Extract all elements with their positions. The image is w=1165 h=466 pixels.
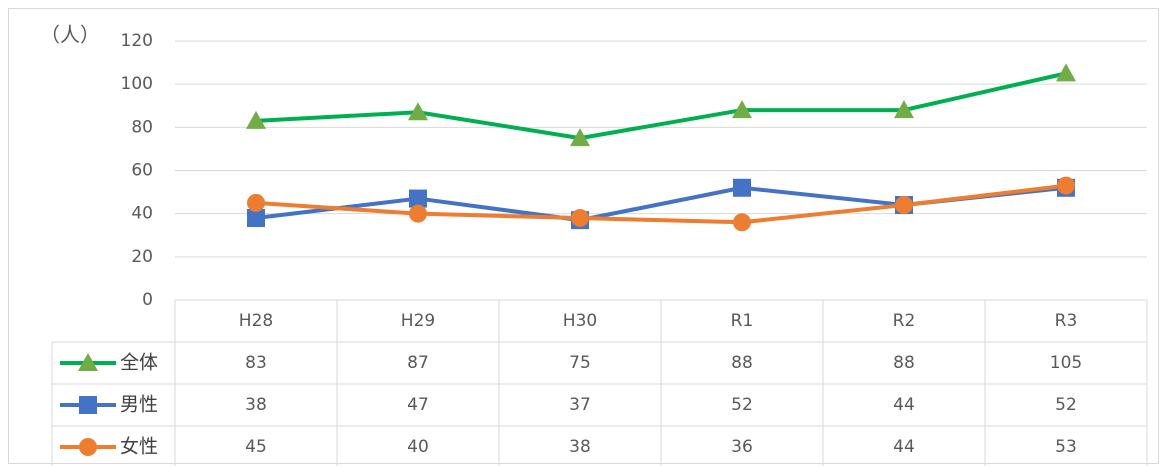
- marker: [733, 213, 751, 232]
- legend-label: 男性: [120, 394, 158, 416]
- table-value: 38: [569, 437, 591, 457]
- y-tick-label: 60: [131, 161, 153, 181]
- marker: [409, 189, 427, 208]
- marker: [408, 102, 428, 121]
- marker: [895, 196, 913, 215]
- y-axis-label: （人）: [40, 23, 100, 47]
- marker: [1056, 63, 1076, 82]
- x-tick-label: H30: [563, 311, 597, 331]
- table-value: 83: [245, 353, 267, 373]
- legend-label: 女性: [120, 436, 158, 458]
- table-value: 37: [569, 395, 591, 415]
- x-tick-label: H28: [239, 311, 273, 331]
- table-value: 44: [893, 395, 915, 415]
- marker: [570, 128, 590, 147]
- table-value: 45: [245, 437, 267, 457]
- y-tick-label: 0: [142, 290, 153, 310]
- legend-label: 全体: [120, 352, 158, 374]
- marker: [79, 438, 97, 456]
- table-value: 88: [731, 353, 753, 373]
- table-value: 88: [893, 353, 915, 373]
- marker: [247, 208, 265, 227]
- table-value: 40: [407, 437, 429, 457]
- table-value: 44: [893, 437, 915, 457]
- marker: [894, 100, 914, 119]
- x-tick-label: R3: [1055, 311, 1078, 331]
- marker: [571, 208, 589, 227]
- series-line: [255, 183, 1067, 225]
- table-value: 38: [245, 395, 267, 415]
- series-line: [255, 71, 1067, 141]
- table-value: 36: [731, 437, 753, 457]
- y-tick-label: 40: [131, 204, 153, 224]
- table-value: 87: [407, 353, 429, 373]
- y-tick-label: 80: [131, 117, 153, 137]
- marker: [78, 353, 98, 371]
- y-tick-label: 100: [121, 74, 153, 94]
- marker: [1057, 176, 1075, 195]
- table-value: 53: [1055, 437, 1077, 457]
- marker: [246, 110, 266, 129]
- marker: [247, 193, 265, 212]
- marker: [732, 100, 752, 119]
- table-value: 105: [1050, 353, 1082, 373]
- marker: [733, 178, 751, 197]
- y-tick-label: 120: [121, 31, 153, 51]
- x-tick-label: R2: [893, 311, 916, 331]
- marker: [409, 204, 427, 223]
- y-tick-label: 20: [131, 247, 153, 267]
- table-value: 47: [407, 395, 429, 415]
- table-value: 52: [1055, 395, 1077, 415]
- x-tick-label: H29: [401, 311, 435, 331]
- table-value: 52: [731, 395, 753, 415]
- marker: [79, 396, 97, 414]
- table-value: 75: [569, 353, 591, 373]
- x-tick-label: R1: [731, 311, 754, 331]
